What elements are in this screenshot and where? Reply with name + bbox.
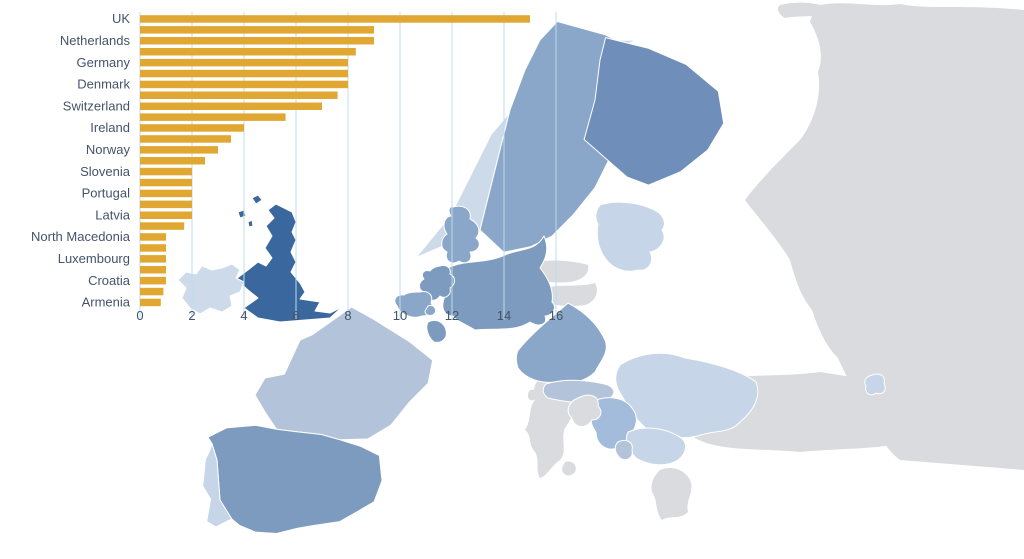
svg-text:Norway: Norway bbox=[86, 142, 131, 157]
svg-text:Croatia: Croatia bbox=[88, 273, 131, 288]
svg-text:Portugal: Portugal bbox=[82, 186, 131, 201]
svg-text:12: 12 bbox=[445, 308, 459, 323]
svg-text:Denmark: Denmark bbox=[77, 77, 130, 92]
svg-text:UK: UK bbox=[112, 11, 130, 26]
svg-text:Ireland: Ireland bbox=[90, 120, 130, 135]
svg-text:4: 4 bbox=[240, 308, 247, 323]
svg-text:6: 6 bbox=[292, 308, 299, 323]
svg-text:Latvia: Latvia bbox=[95, 207, 130, 222]
svg-text:Netherlands: Netherlands bbox=[60, 33, 131, 48]
svg-text:Germany: Germany bbox=[77, 55, 131, 70]
svg-text:North Macedonia: North Macedonia bbox=[31, 229, 131, 244]
svg-text:0: 0 bbox=[136, 308, 143, 323]
svg-text:Armenia: Armenia bbox=[82, 295, 131, 310]
svg-text:14: 14 bbox=[497, 308, 511, 323]
svg-text:10: 10 bbox=[393, 308, 407, 323]
svg-text:2: 2 bbox=[188, 308, 195, 323]
svg-text:16: 16 bbox=[549, 308, 563, 323]
svg-text:Slovenia: Slovenia bbox=[80, 164, 131, 179]
svg-text:8: 8 bbox=[344, 308, 351, 323]
svg-text:Luxembourg: Luxembourg bbox=[58, 251, 130, 266]
svg-text:Switzerland: Switzerland bbox=[63, 98, 130, 113]
